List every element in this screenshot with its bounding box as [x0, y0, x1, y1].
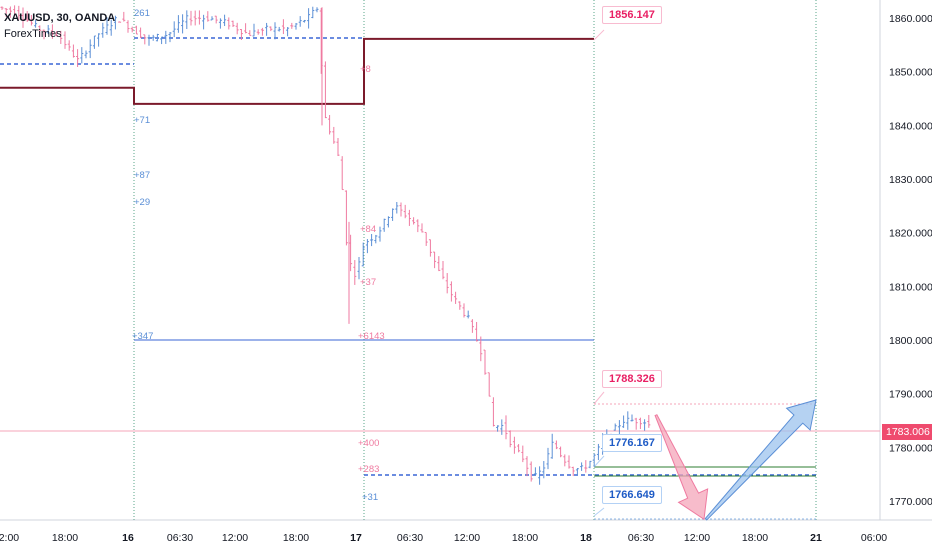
level-value-label: +8	[360, 64, 371, 75]
x-tick-label: 18	[580, 532, 592, 544]
resistance-step-line	[0, 37, 594, 105]
x-tick-label: 06:30	[628, 532, 654, 544]
x-tick-label: 06:30	[397, 532, 423, 544]
level-value-label: +37	[360, 277, 376, 288]
y-tick-label: 1770.000	[889, 496, 932, 508]
x-tick-label: 21	[810, 532, 822, 544]
level-value-label: +71	[134, 115, 150, 126]
level-value-label: +400	[358, 438, 379, 449]
level-value-label: +31	[362, 492, 378, 503]
x-tick-label: 12:00	[684, 532, 710, 544]
callout-leader	[593, 29, 605, 41]
callout-high: 1856.147	[602, 6, 662, 24]
x-tick-label: 17	[350, 532, 362, 544]
x-tick-label: 12:00	[454, 532, 480, 544]
callout-leader	[593, 507, 605, 517]
level-value-label: +6143	[358, 331, 385, 342]
y-tick-label: 1840.000	[889, 120, 932, 132]
y-tick-label: 1800.000	[889, 335, 932, 347]
x-tick-label: 06:30	[167, 532, 193, 544]
symbol-label: XAUUSD, 30, OANDA	[4, 12, 116, 24]
y-tick-label: 1830.000	[889, 174, 932, 186]
down-projection-arrow	[654, 414, 709, 521]
callout-leader	[593, 455, 605, 468]
x-tick-label: 16	[122, 532, 134, 544]
level-value-label: +347	[132, 331, 153, 342]
y-tick-label: 1810.000	[889, 281, 932, 293]
price-axis-bg	[880, 0, 932, 550]
x-tick-label: 18:00	[283, 532, 309, 544]
level-value-label: +283	[358, 464, 379, 475]
y-tick-label: 1850.000	[889, 67, 932, 79]
level-value-label: +87	[134, 170, 150, 181]
y-tick-label: 1790.000	[889, 389, 932, 401]
x-tick-label: 12:00	[222, 532, 248, 544]
level-value-label: +84	[360, 224, 376, 235]
level-value-label: 261	[134, 8, 150, 19]
indicator-label: ForexTimes	[4, 28, 62, 40]
y-tick-label: 1860.000	[889, 13, 932, 25]
current-price-tag: 1783.006	[882, 424, 932, 440]
up-projection-arrow	[704, 399, 817, 521]
chart-legend: XAUUSD, 30, OANDA ForexTimes	[4, 10, 115, 42]
y-tick-label: 1820.000	[889, 228, 932, 240]
level-value-label: +29	[134, 197, 150, 208]
x-tick-label: 12:00	[0, 532, 19, 544]
y-tick-label: 1780.000	[889, 442, 932, 454]
x-tick-label: 06:00	[861, 532, 887, 544]
callout-mid: 1788.326	[602, 370, 662, 388]
callout-low-upper: 1776.167	[602, 434, 662, 452]
x-tick-label: 18:00	[52, 532, 78, 544]
x-tick-label: 18:00	[512, 532, 538, 544]
callout-low: 1766.649	[602, 486, 662, 504]
x-tick-label: 18:00	[742, 532, 768, 544]
callout-leader	[593, 391, 605, 405]
